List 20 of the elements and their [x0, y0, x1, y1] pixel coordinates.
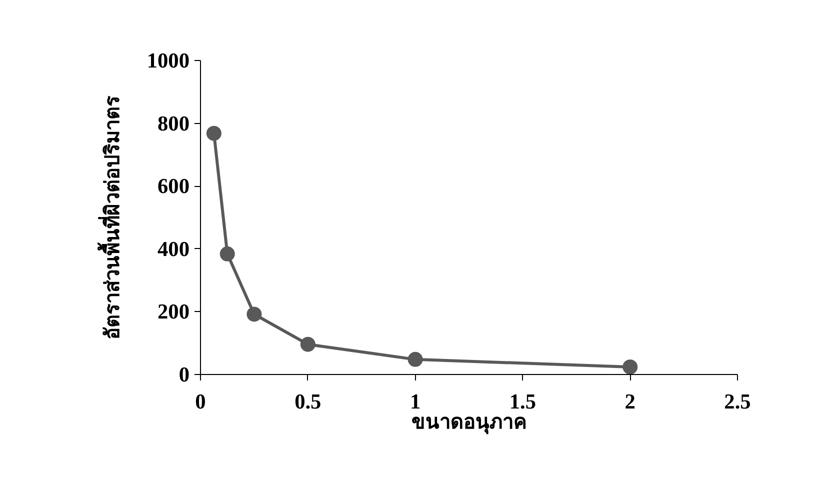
y-tick-label: 800 — [158, 111, 190, 136]
point — [622, 359, 638, 374]
point — [408, 352, 423, 367]
x-tick-label: 0.5 — [294, 390, 322, 414]
x-tick-label: 2.5 — [724, 390, 751, 414]
x-tick-label: 0 — [195, 390, 206, 414]
x-tick-label: 1 — [410, 390, 421, 414]
point — [220, 246, 235, 262]
y-tick-label: 0 — [178, 362, 190, 386]
y-tick-label: 1000 — [146, 48, 190, 72]
y-axis-title: อัตราส่วนพื้นที่ผิวต่อปริมาตร — [96, 96, 124, 340]
y-tick-label: 400 — [158, 236, 190, 261]
x-tick-label: 2 — [624, 390, 636, 414]
point — [246, 306, 262, 322]
x-axis-title: ขนาดอนุภาค — [412, 412, 526, 434]
x-tick-label: 1.5 — [509, 390, 536, 414]
point — [300, 336, 316, 352]
y-tick-label: 200 — [158, 300, 190, 324]
point — [206, 126, 222, 141]
y-tick-label: 600 — [158, 174, 190, 198]
